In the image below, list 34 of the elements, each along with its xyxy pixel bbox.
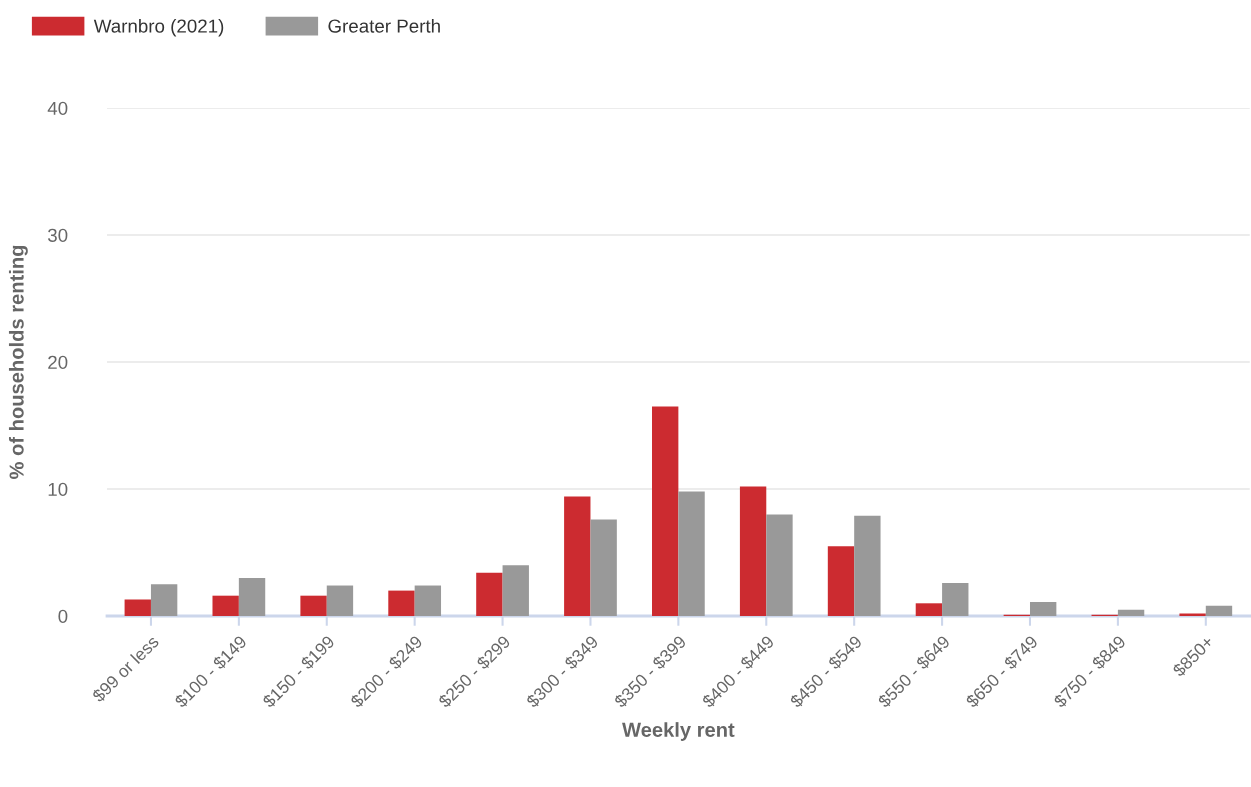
bar <box>502 565 529 616</box>
bar <box>827 546 855 616</box>
legend-label: Greater Perth <box>328 18 440 33</box>
bar <box>476 572 503 616</box>
y-tick-label: 0 <box>58 609 68 623</box>
x-axis-title: Weekly rent <box>622 722 735 741</box>
bar <box>652 406 679 616</box>
bar <box>915 603 943 616</box>
y-tick-label: 40 <box>47 101 68 115</box>
bar <box>414 585 442 616</box>
bar <box>150 584 178 616</box>
bar <box>942 582 969 616</box>
bar <box>326 585 354 616</box>
bar <box>300 595 327 616</box>
bar <box>212 595 239 616</box>
bar <box>590 519 617 616</box>
bar <box>854 515 881 616</box>
y-axis-title: % of households renting <box>8 245 28 479</box>
bar <box>1179 613 1206 616</box>
bar <box>739 486 767 616</box>
bar <box>678 491 705 616</box>
bar <box>238 577 266 616</box>
bar <box>1029 602 1057 616</box>
y-tick-label: 10 <box>48 482 68 496</box>
bar <box>1117 609 1145 616</box>
bar <box>124 599 151 616</box>
y-tick-label: 30 <box>47 228 68 242</box>
bar <box>388 590 415 616</box>
y-tick-label: 20 <box>48 355 68 369</box>
bar <box>766 514 793 616</box>
x-tick-label: $99 or less <box>90 634 161 704</box>
bar <box>564 496 591 616</box>
legend-label: Warnbro (2021) <box>93 18 224 37</box>
bar <box>1205 605 1233 616</box>
